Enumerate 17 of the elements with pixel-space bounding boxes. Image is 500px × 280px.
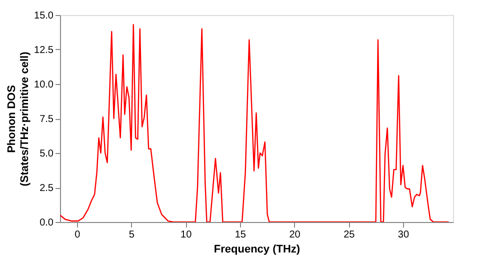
x-tick-label: 30 — [398, 230, 410, 240]
y-tick-label: 5.0 — [40, 148, 54, 160]
y-tick-label: 15.0 — [34, 10, 54, 22]
x-tick-label: 25 — [344, 230, 356, 240]
x-tick-label: 5 — [128, 230, 135, 240]
y-tick-label: 12.5 — [34, 45, 54, 56]
y-tick-label: 2.5 — [40, 183, 54, 194]
line-series — [60, 24, 450, 222]
x-axis-title: Frequency (THz) — [214, 244, 300, 256]
y-axis-title: Phonon DOS (States/THz·primitive cell) — [6, 51, 32, 186]
x-tick-label: 0 — [74, 230, 81, 240]
x-tick-label: 15 — [234, 230, 246, 240]
x-tick-label: 10 — [180, 230, 192, 240]
x-tick-label: 20 — [289, 230, 301, 240]
y-tick-label: 7.5 — [40, 114, 54, 125]
y-tick-label: 10.0 — [34, 80, 54, 90]
y-tick-label: 0.0 — [40, 218, 54, 228]
